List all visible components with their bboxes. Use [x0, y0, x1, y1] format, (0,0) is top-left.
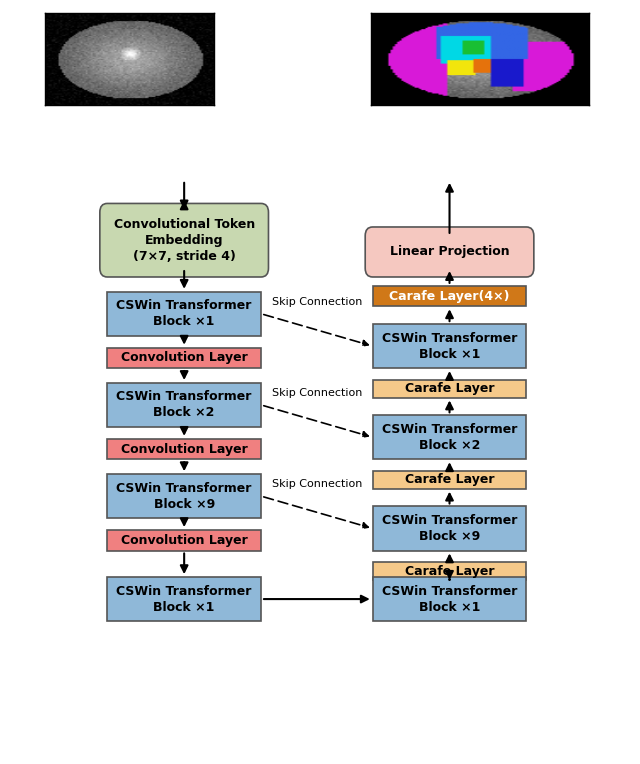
- Text: Convolution Layer: Convolution Layer: [121, 351, 248, 364]
- Text: CSWin Transformer
Block ×1: CSWin Transformer Block ×1: [382, 332, 517, 361]
- FancyBboxPatch shape: [108, 474, 261, 518]
- Text: CSWin Transformer
Block ×1: CSWin Transformer Block ×1: [382, 584, 517, 613]
- Text: CSWin Transformer
Block ×9: CSWin Transformer Block ×9: [382, 514, 517, 543]
- Text: CSWin Transformer
Block ×1: CSWin Transformer Block ×1: [116, 584, 252, 613]
- FancyBboxPatch shape: [108, 383, 261, 427]
- FancyBboxPatch shape: [372, 380, 526, 397]
- Text: Carafe Layer: Carafe Layer: [404, 565, 494, 578]
- FancyBboxPatch shape: [372, 324, 526, 368]
- Text: Carafe Layer(4×): Carafe Layer(4×): [389, 290, 510, 303]
- Text: Convolutional Token
Embedding
(7×7, stride 4): Convolutional Token Embedding (7×7, stri…: [113, 218, 255, 263]
- Text: Skip Connection: Skip Connection: [271, 479, 362, 489]
- FancyBboxPatch shape: [108, 577, 261, 621]
- Text: Linear Projection: Linear Projection: [390, 245, 509, 258]
- FancyBboxPatch shape: [365, 227, 534, 277]
- Text: CSWin Transformer
Block ×2: CSWin Transformer Block ×2: [116, 390, 252, 419]
- FancyBboxPatch shape: [108, 439, 261, 459]
- Text: Convolution Layer: Convolution Layer: [121, 442, 248, 455]
- FancyBboxPatch shape: [108, 530, 261, 551]
- FancyBboxPatch shape: [372, 471, 526, 489]
- Text: Skip Connection: Skip Connection: [271, 388, 362, 398]
- FancyBboxPatch shape: [372, 562, 526, 580]
- Text: Convolution Layer: Convolution Layer: [121, 534, 248, 547]
- Text: CSWin Transformer
Block ×1: CSWin Transformer Block ×1: [116, 299, 252, 329]
- Text: Carafe Layer: Carafe Layer: [404, 474, 494, 487]
- FancyBboxPatch shape: [100, 203, 269, 277]
- FancyBboxPatch shape: [372, 577, 526, 621]
- FancyBboxPatch shape: [108, 292, 261, 336]
- Text: Carafe Layer: Carafe Layer: [404, 382, 494, 395]
- FancyBboxPatch shape: [372, 286, 526, 306]
- Text: CSWin Transformer
Block ×2: CSWin Transformer Block ×2: [382, 422, 517, 452]
- Text: Skip Connection: Skip Connection: [271, 296, 362, 306]
- Text: CSWin Transformer
Block ×9: CSWin Transformer Block ×9: [116, 481, 252, 510]
- FancyBboxPatch shape: [108, 348, 261, 368]
- FancyBboxPatch shape: [372, 415, 526, 459]
- FancyBboxPatch shape: [372, 507, 526, 551]
